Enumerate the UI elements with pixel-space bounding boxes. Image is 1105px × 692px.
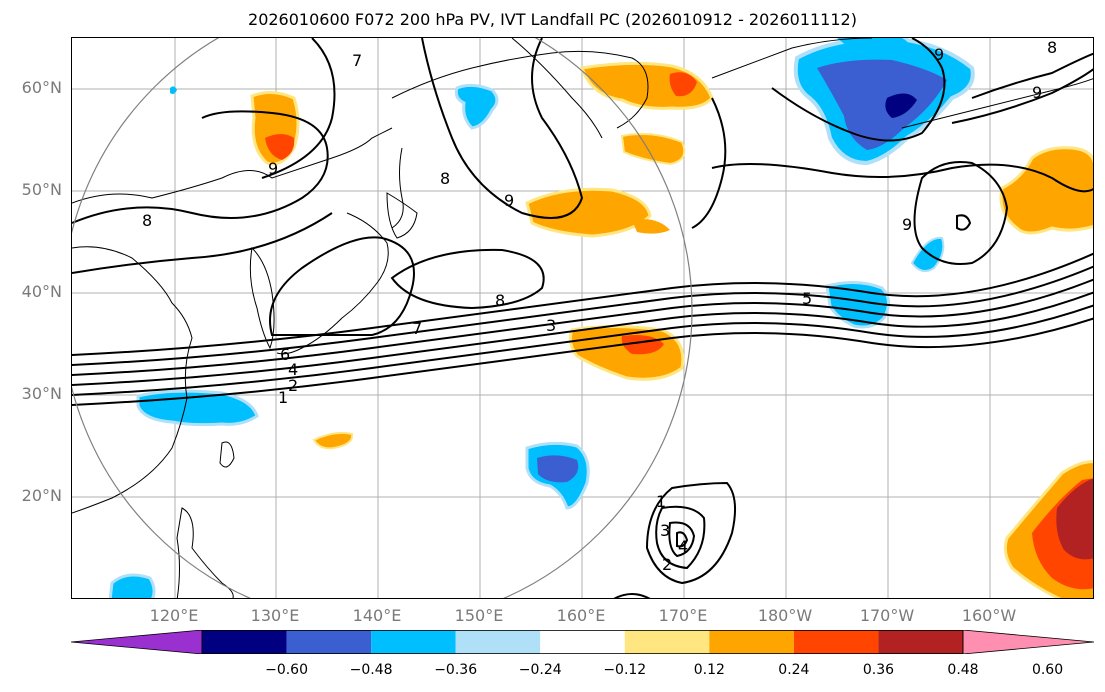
contour-label: 8 [440, 169, 450, 188]
colorbar-extend-max [962, 630, 1094, 654]
contour-label: 7 [412, 319, 422, 338]
lat-tick-label: 40°N [21, 282, 62, 301]
colorbar-swatch [793, 630, 879, 654]
contour-label: 9 [902, 215, 912, 234]
colorbar-tick-label: 0.24 [778, 662, 810, 678]
contour-label: 9 [504, 191, 514, 210]
lon-tick-label: 150°E [454, 606, 504, 625]
lat-tick-label: 20°N [21, 486, 62, 505]
contour-label: 3 [660, 521, 670, 540]
colorbar-swatch [709, 630, 794, 654]
colorbar-tick-label: 0.60 [1031, 662, 1064, 678]
colorbar-swatches [71, 630, 1094, 654]
colorbar-frame [201, 630, 964, 654]
lon-tick-label: 180°W [757, 606, 813, 625]
contour-label: 2 [288, 376, 298, 395]
lon-tick-label: 170°W [859, 606, 915, 625]
graticule [72, 38, 1093, 598]
contour-label: 8 [1047, 38, 1057, 57]
colorbar-tick-label: −0.12 [603, 662, 647, 678]
colorbar-swatch [371, 630, 456, 654]
lat-tick-label: 60°N [21, 78, 62, 97]
colorbar-tick-label: 0.48 [947, 662, 979, 678]
contour-labels: 7 9 9 8 9 9 8 8 8 9 5 7 3 6 4 2 1 1 3 4 … [142, 38, 1057, 574]
contour-label: 1 [656, 492, 666, 511]
map-panel: 7 9 9 8 9 9 8 8 8 9 5 7 3 6 4 2 1 1 3 4 … [71, 37, 1094, 599]
lat-tick-label: 50°N [21, 180, 62, 199]
colorbar-swatch [624, 630, 710, 654]
lon-tick-label: 160°E [556, 606, 606, 625]
contour-label: 6 [280, 345, 290, 364]
colorbar-swatch [878, 630, 963, 654]
contour-label: 8 [495, 291, 505, 310]
contour-label: 7 [352, 51, 362, 70]
map-svg: 7 9 9 8 9 9 8 8 8 9 5 7 3 6 4 2 1 1 3 4 … [72, 38, 1093, 598]
contour-label: 4 [288, 360, 298, 379]
contour-label: 9 [934, 45, 944, 64]
colorbar-tick-label: 0.12 [693, 662, 725, 678]
pv-contours [72, 38, 1093, 598]
lon-tick-label: 130°E [250, 606, 300, 625]
contour-label: 2 [662, 555, 672, 574]
map-title: 2026010600 F072 200 hPa PV, IVT Landfall… [248, 10, 857, 29]
lon-tick-label: 160°W [961, 606, 1017, 625]
coastlines [72, 38, 1093, 598]
colorbar [71, 630, 1094, 654]
contour-label: 9 [268, 159, 278, 178]
lon-tick-label: 170°E [658, 606, 708, 625]
colorbar-swatch [202, 630, 287, 654]
contour-label: 1 [278, 388, 288, 407]
colorbar-swatch [286, 630, 372, 654]
colorbar-swatch [540, 630, 625, 654]
contour-label: 4 [678, 537, 688, 556]
colorbar-tick-label: −0.24 [518, 662, 562, 678]
contour-label: 8 [142, 211, 152, 230]
contour-label: 9 [1032, 83, 1042, 102]
lon-tick-label: 140°E [352, 606, 402, 625]
pv-shading [108, 38, 1093, 598]
landfall-domain-circle [72, 38, 693, 598]
colorbar-tick-label: −0.60 [265, 662, 308, 678]
colorbar-extend-min [71, 630, 203, 654]
contour-label: 3 [546, 316, 556, 335]
colorbar-tick-label: −0.48 [349, 662, 393, 678]
colorbar-tick-label: 0.36 [862, 662, 895, 678]
colorbar-tick-label: −0.36 [434, 662, 478, 678]
contour-label: 5 [802, 289, 812, 308]
colorbar-swatch [455, 630, 541, 654]
lat-tick-label: 30°N [21, 384, 62, 403]
lon-tick-label: 120°E [149, 606, 199, 625]
